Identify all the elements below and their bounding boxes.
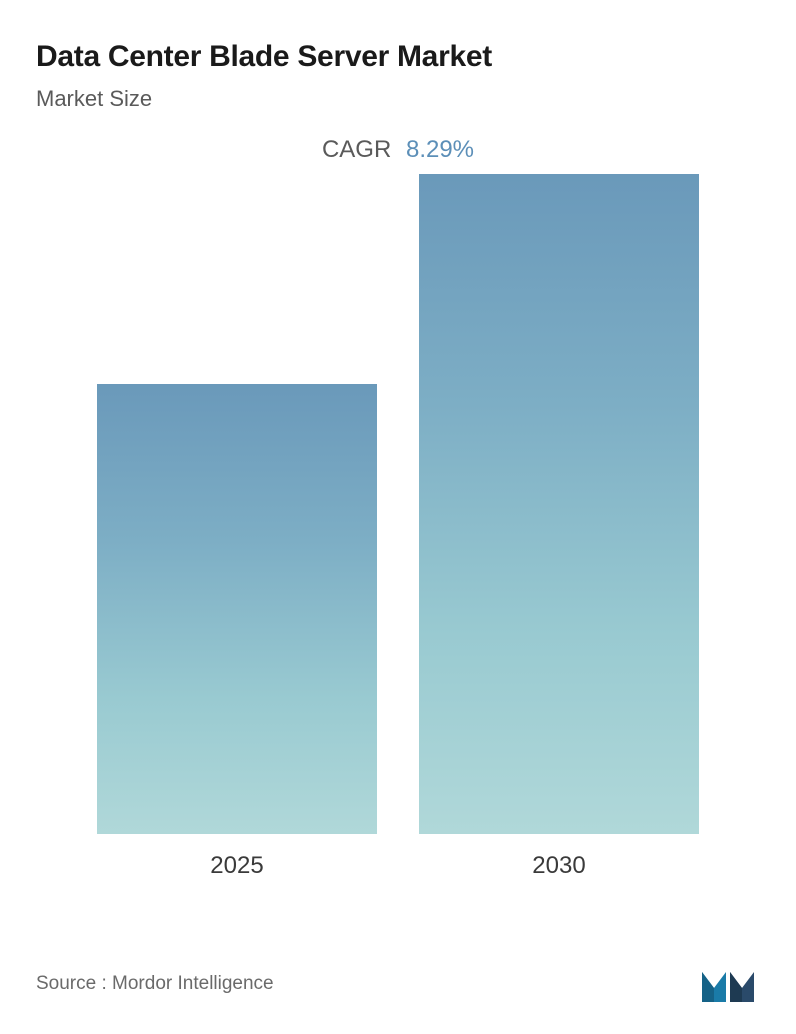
source-text: Source : Mordor Intelligence: [36, 973, 274, 995]
mordor-logo-icon: [700, 964, 760, 1004]
cagr-value: 8.29%: [406, 136, 474, 163]
subtitle: Market Size: [36, 86, 760, 112]
bar-chart: 2025 2030: [36, 200, 760, 880]
bar-label-2025: 2025: [210, 852, 263, 880]
footer: Source : Mordor Intelligence: [36, 964, 760, 1004]
bar-2030: [419, 174, 699, 834]
page-title: Data Center Blade Server Market: [36, 40, 760, 74]
bar-label-2030: 2030: [532, 852, 585, 880]
cagr-row: CAGR 8.29%: [36, 136, 760, 164]
cagr-label: CAGR: [322, 136, 391, 163]
bar-2025: [97, 384, 377, 834]
bar-group-2030: 2030: [419, 174, 699, 880]
bar-group-2025: 2025: [97, 384, 377, 880]
